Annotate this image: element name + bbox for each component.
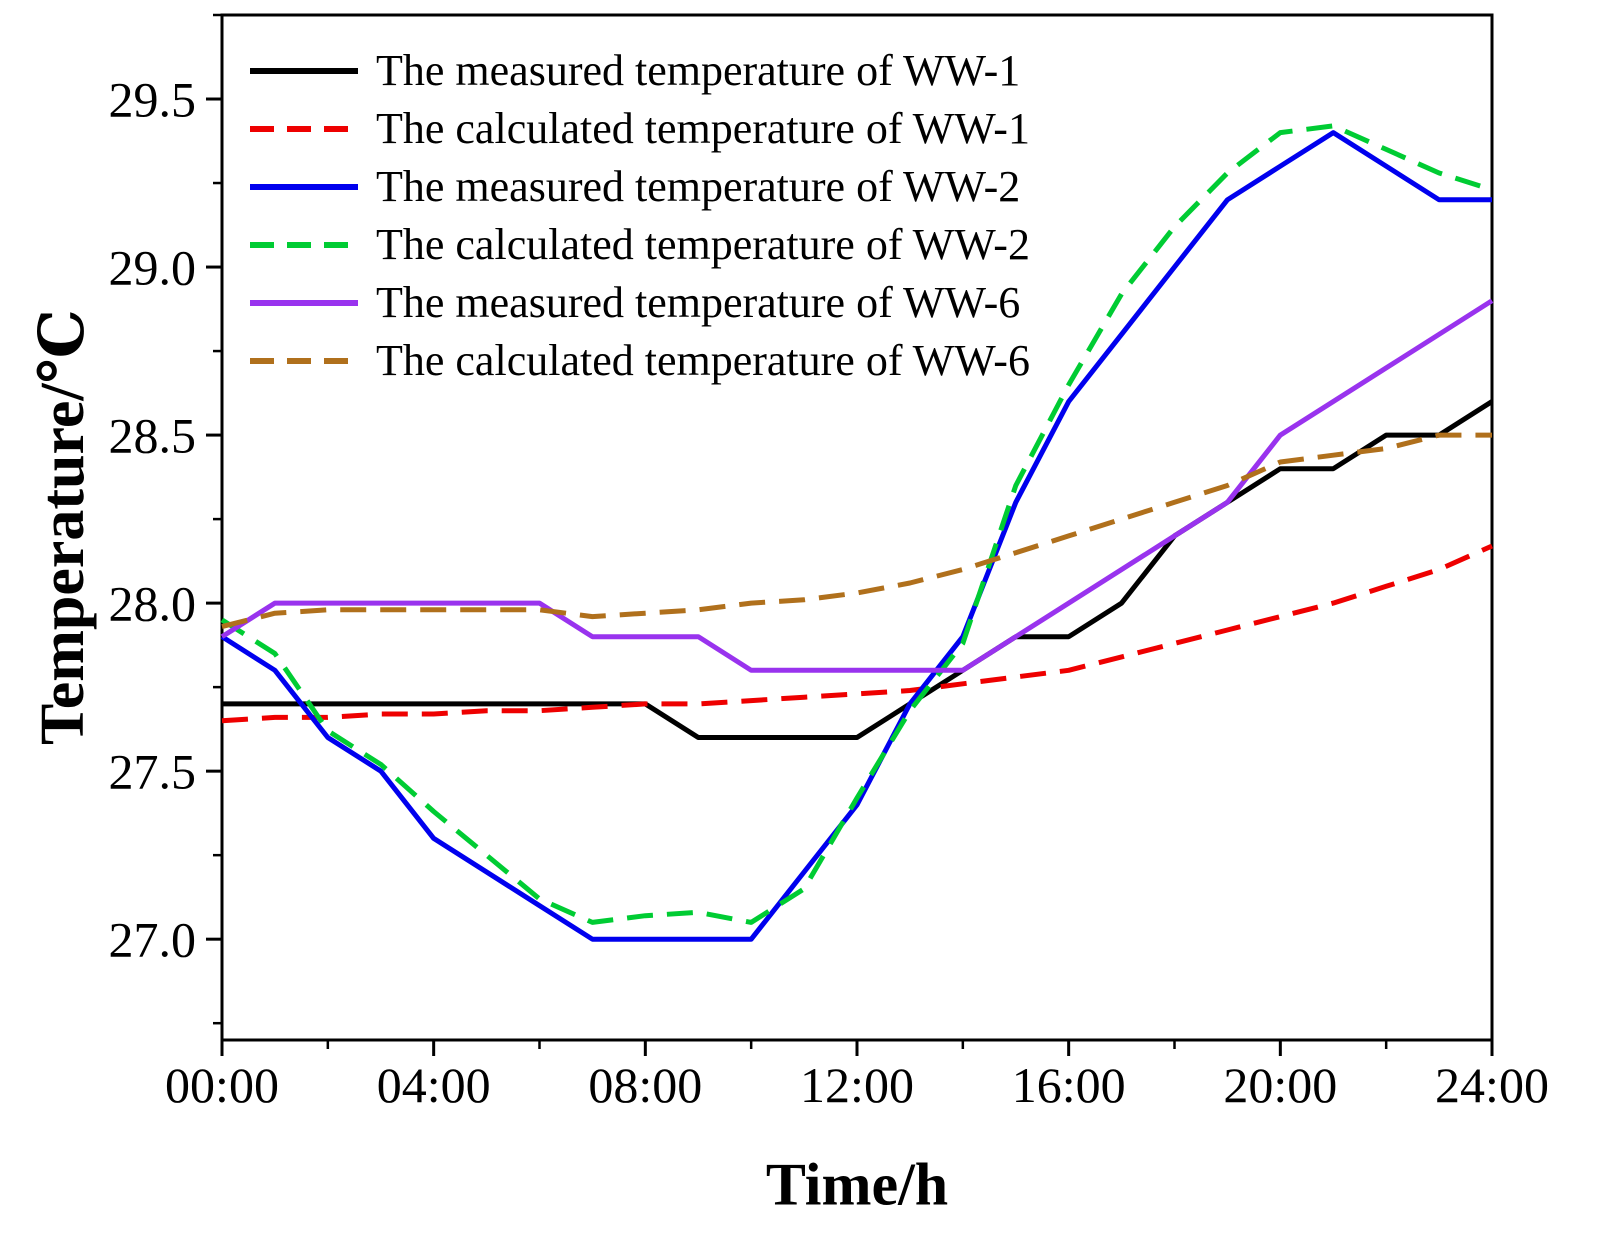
legend-label-measured-ww6: The measured temperature of WW-6 [376, 278, 1021, 327]
x-tick-label: 16:00 [1012, 1057, 1126, 1113]
legend-item-measured-ww6: The measured temperature of WW-6 [248, 274, 1030, 332]
series-line-3 [220, 123, 1493, 925]
x-tick-label: 20:00 [1223, 1057, 1337, 1113]
series-line-5 [221, 432, 1492, 630]
y-tick-label: 29.5 [109, 72, 197, 128]
legend-line-sample-measured-ww1 [250, 68, 358, 74]
legend-label-calculated-ww1: The calculated temperature of WW-1 [376, 104, 1030, 153]
legend-line-sample-calculated-ww1 [250, 126, 358, 132]
legend-label-calculated-ww2: The calculated temperature of WW-2 [376, 220, 1030, 269]
y-tick-label: 27.5 [109, 744, 197, 800]
legend-line-sample-calculated-ww2 [250, 242, 358, 248]
legend-label-measured-ww2: The measured temperature of WW-2 [376, 162, 1021, 211]
x-tick-label: 12:00 [800, 1057, 914, 1113]
series-line-4 [220, 298, 1494, 673]
x-tick-label: 00:00 [165, 1057, 279, 1113]
legend-item-measured-ww1: The measured temperature of WW-1 [248, 42, 1030, 100]
legend-item-calculated-ww2: The calculated temperature of WW-2 [248, 216, 1030, 274]
chart-legend: The measured temperature of WW-1 The cal… [248, 42, 1030, 390]
y-tick-label: 28.0 [109, 576, 197, 632]
legend-label-calculated-ww6: The calculated temperature of WW-6 [376, 336, 1030, 385]
legend-line-sample-calculated-ww6 [250, 358, 358, 364]
series-line-2 [220, 130, 1492, 942]
legend-item-calculated-ww6: The calculated temperature of WW-6 [248, 332, 1030, 390]
legend-label-measured-ww1: The measured temperature of WW-1 [376, 46, 1021, 95]
legend-line-sample-measured-ww6 [250, 300, 358, 306]
y-tick-label: 27.0 [109, 912, 197, 968]
legend-item-measured-ww2: The measured temperature of WW-2 [248, 158, 1030, 216]
x-axis-title: Time/h [765, 1151, 949, 1218]
series-line-1 [221, 543, 1494, 724]
x-tick-label: 04:00 [377, 1057, 491, 1113]
legend-item-calculated-ww1: The calculated temperature of WW-1 [248, 100, 1030, 158]
y-axis-title: Temperature/℃ [29, 309, 97, 745]
series-line-0 [222, 399, 1494, 740]
x-tick-label: 24:00 [1435, 1057, 1549, 1113]
x-tick-label: 08:00 [588, 1057, 702, 1113]
y-tick-label: 28.5 [109, 408, 197, 464]
y-tick-label: 29.0 [109, 240, 197, 296]
legend-line-sample-measured-ww2 [250, 184, 358, 190]
